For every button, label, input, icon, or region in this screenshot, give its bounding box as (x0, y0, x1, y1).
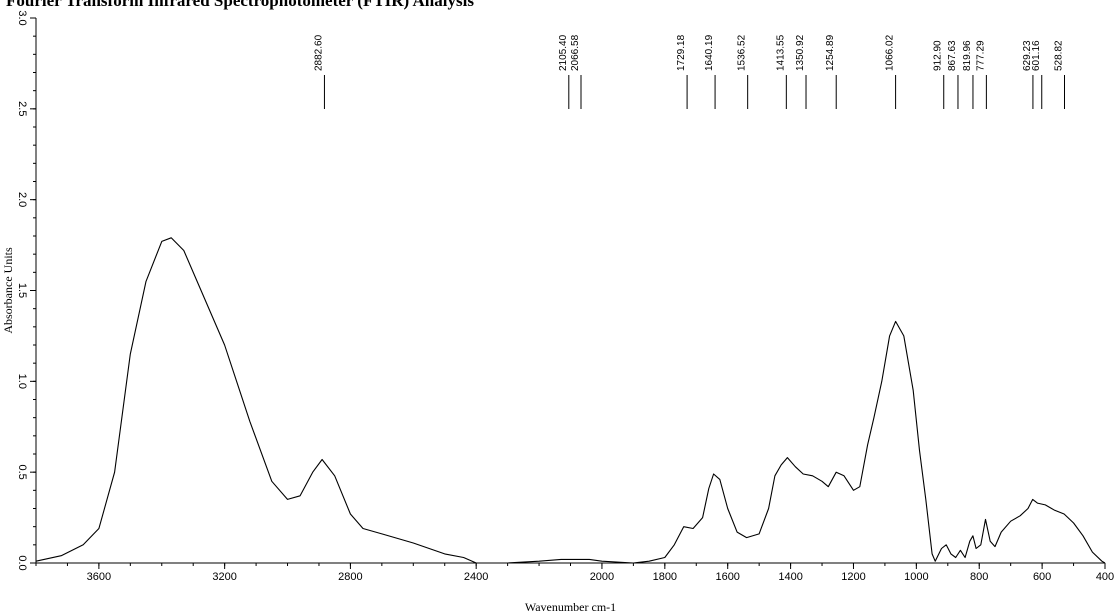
x-tick-label: 1000 (904, 571, 928, 583)
x-tick-label: 2000 (590, 571, 614, 583)
peak-label: 819.96 (962, 40, 973, 71)
peak-label: 2066.58 (570, 34, 581, 71)
peak-label: 1350.92 (795, 34, 806, 71)
x-tick-label: 3600 (87, 571, 111, 583)
y-axis-title: Absorbance Units (1, 247, 15, 334)
peak-label: 629.23 (1022, 40, 1033, 71)
x-tick-label: 800 (970, 571, 988, 583)
chart-ticks: 3600 3200 2800 2400 2000 1800 1600 1400 1200 1000… (16, 10, 1114, 583)
y-tick-label: 2.0 (16, 192, 28, 207)
peak-label: 1413.55 (775, 34, 786, 71)
x-tick-label: 1200 (841, 571, 865, 583)
x-axis-title: Wavenumber cm-1 (525, 600, 616, 614)
peak-label: 1066.02 (885, 34, 896, 71)
peak-label: 1640.19 (704, 34, 715, 71)
peak-label: 2882.60 (313, 34, 324, 71)
x-tick-label: 2400 (464, 571, 488, 583)
peak-label: 601.16 (1031, 40, 1042, 71)
figure-caption: Fourier Transform Infrared Spectrophotom… (6, 0, 474, 10)
peak-annotations: 2882.60 2105.40 2066.58 1729.18 1640.19 1536.… (313, 34, 1065, 109)
peak-label: 528.82 (1053, 40, 1064, 71)
peak-label: 1254.89 (825, 34, 836, 71)
y-tick-label: 0.5 (16, 465, 28, 480)
x-tick-label: 2800 (338, 571, 362, 583)
x-tick-label: 600 (1033, 571, 1051, 583)
y-tick-label: 2.5 (16, 101, 28, 116)
x-tick-label: 3200 (212, 571, 236, 583)
peak-label: 867.63 (947, 40, 958, 71)
x-tick-label: 400 (1096, 571, 1114, 583)
peak-label: 1729.18 (676, 34, 687, 71)
peak-label: 1536.52 (737, 34, 748, 71)
spectrum-line (35, 237, 1106, 564)
y-tick-label: 0.0 (16, 555, 28, 570)
chart-axes (35, 18, 1105, 564)
x-tick-label: 1800 (653, 571, 677, 583)
x-tick-label: 1400 (778, 571, 802, 583)
y-tick-label: 3.0 (16, 10, 28, 25)
y-tick-label: 1.0 (16, 374, 28, 389)
y-tick-label: 1.5 (16, 283, 28, 298)
peak-label: 912.90 (933, 40, 944, 71)
x-tick-label: 1600 (715, 571, 739, 583)
peak-label: 777.29 (975, 40, 986, 71)
peak-label: 2105.40 (558, 34, 569, 71)
